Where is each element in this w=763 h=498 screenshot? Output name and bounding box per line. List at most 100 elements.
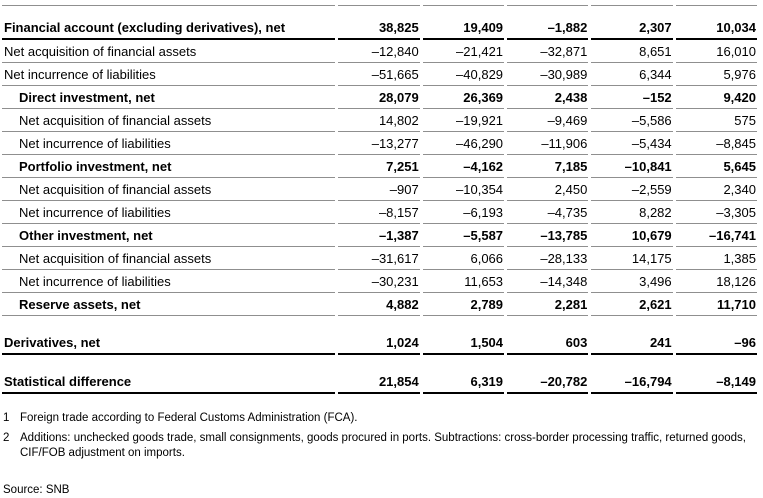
value-cell: 28,079 — [338, 86, 420, 109]
spacer-row — [2, 316, 757, 331]
value-cell: 7,251 — [338, 155, 420, 178]
value-cell: 9,420 — [675, 86, 757, 109]
table-row: Direct investment, net 28,079 26,369 2,438–… — [2, 86, 757, 109]
value-cell: –96 — [675, 331, 757, 355]
value-cell: –46,290 — [422, 132, 505, 155]
value-cell: –31,617 — [338, 247, 420, 270]
value-cell: –3,305 — [675, 201, 757, 224]
value-cell: 2,340 — [675, 178, 757, 201]
value-cell: 8,282 — [591, 201, 673, 224]
value-cell: –5,586 — [591, 109, 673, 132]
row-label: Financial account (excluding derivatives… — [2, 5, 336, 40]
value-cell: 2,789 — [422, 293, 505, 316]
value-cell: 38,825 — [338, 5, 420, 40]
report-page: Financial account (excluding derivatives… — [0, 5, 760, 496]
row-label: Net incurrence of liabilities — [2, 132, 336, 155]
footnote: 2 Additions: unchecked goods trade, small… — [1, 431, 757, 461]
value-cell: –1,387 — [338, 224, 420, 247]
value-cell: –2,559 — [591, 178, 673, 201]
value-cell: –40,829 — [422, 63, 505, 86]
value-cell: –8,845 — [675, 132, 757, 155]
value-cell: 2,621 — [591, 293, 673, 316]
footnote-text: Additions: unchecked goods trade, small … — [20, 432, 746, 459]
table-row: Net incurrence of liabilities –51,665 –40,… — [2, 63, 757, 86]
value-cell: 5,976 — [675, 63, 757, 86]
table-row: Net incurrence of liabilities –8,157 –6,19… — [2, 201, 757, 224]
value-cell: 1,504 — [422, 331, 505, 355]
value-cell: –16,741 — [675, 224, 757, 247]
value-cell: 241 — [591, 331, 673, 355]
value-cell: 1,385 — [675, 247, 757, 270]
row-label: Net acquisition of financial assets — [2, 247, 336, 270]
footnote: 1 Foreign trade according to Federal Cust… — [1, 411, 757, 426]
value-cell: 11,653 — [422, 270, 505, 293]
row-label: Direct investment, net — [2, 86, 336, 109]
value-cell: 21,854 — [338, 370, 420, 394]
row-label: Reserve assets, net — [2, 293, 336, 316]
value-cell: 4,882 — [338, 293, 420, 316]
value-cell: –13,277 — [338, 132, 420, 155]
spacer-cell — [2, 355, 757, 370]
value-cell: 6,319 — [422, 370, 505, 394]
value-cell: –5,587 — [422, 224, 505, 247]
spacer-row — [2, 355, 757, 370]
value-cell: 16,010 — [675, 40, 757, 63]
value-cell: –907 — [338, 178, 420, 201]
value-cell: 6,344 — [591, 63, 673, 86]
value-cell: 11,710 — [675, 293, 757, 316]
table-row: Net acquisition of financial assets 14,80… — [2, 109, 757, 132]
table-row: Net incurrence of liabilities –13,277 –46,… — [2, 132, 757, 155]
value-cell: 2,438 — [507, 86, 589, 109]
value-cell: –12,840 — [338, 40, 420, 63]
value-cell: –32,871 — [507, 40, 589, 63]
table-row: Derivatives, net 1,024 1,504 603 241 –96 — [2, 331, 757, 355]
table-row: Net acquisition of financial assets –31,6… — [2, 247, 757, 270]
row-label: Net acquisition of financial assets — [2, 40, 336, 63]
value-cell: –10,354 — [422, 178, 505, 201]
row-label: Derivatives, net — [2, 331, 336, 355]
value-cell: 2,307 — [591, 5, 673, 40]
value-cell: 2,281 — [507, 293, 589, 316]
value-cell: 6,066 — [422, 247, 505, 270]
row-label: Net acquisition of financial assets — [2, 178, 336, 201]
value-cell: –16,794 — [591, 370, 673, 394]
value-cell: –20,782 — [507, 370, 589, 394]
value-cell: 19,409 — [422, 5, 505, 40]
row-label: Net incurrence of liabilities — [2, 201, 336, 224]
value-cell: 8,651 — [591, 40, 673, 63]
table-row: Portfolio investment, net 7,251 –4,162 7,18… — [2, 155, 757, 178]
value-cell: –10,841 — [591, 155, 673, 178]
value-cell: 18,126 — [675, 270, 757, 293]
value-cell: –152 — [591, 86, 673, 109]
value-cell: 603 — [507, 331, 589, 355]
value-cell: 7,185 — [507, 155, 589, 178]
row-label: Net incurrence of liabilities — [2, 63, 336, 86]
value-cell: –19,921 — [422, 109, 505, 132]
footnote-text: Foreign trade according to Federal Custo… — [20, 412, 358, 424]
value-cell: 575 — [675, 109, 757, 132]
value-cell: –28,133 — [507, 247, 589, 270]
spacer-cell — [2, 316, 757, 331]
value-cell: –9,469 — [507, 109, 589, 132]
balance-of-payments-table: Financial account (excluding derivatives… — [0, 5, 760, 394]
footnotes: 1 Foreign trade according to Federal Cust… — [1, 411, 757, 461]
footnote-marker: 2 — [3, 432, 10, 444]
value-cell: –8,149 — [675, 370, 757, 394]
value-cell: –30,989 — [507, 63, 589, 86]
row-label: Other investment, net — [2, 224, 336, 247]
value-cell: 14,802 — [338, 109, 420, 132]
value-cell: 2,450 — [507, 178, 589, 201]
table-row: Net acquisition of financial assets –907–… — [2, 178, 757, 201]
value-cell: 26,369 — [422, 86, 505, 109]
table-row: Net acquisition of financial assets –12,8… — [2, 40, 757, 63]
table-row: Reserve assets, net 4,882 2,789 2,281 2,621 1… — [2, 293, 757, 316]
value-cell: 10,034 — [675, 5, 757, 40]
row-label: Net incurrence of liabilities — [2, 270, 336, 293]
value-cell: –8,157 — [338, 201, 420, 224]
source-line: Source: SNB — [3, 484, 70, 496]
row-label: Net acquisition of financial assets — [2, 109, 336, 132]
table-row: Financial account (excluding derivatives… — [2, 5, 757, 40]
value-cell: 5,645 — [675, 155, 757, 178]
value-cell: –11,906 — [507, 132, 589, 155]
value-cell: –14,348 — [507, 270, 589, 293]
